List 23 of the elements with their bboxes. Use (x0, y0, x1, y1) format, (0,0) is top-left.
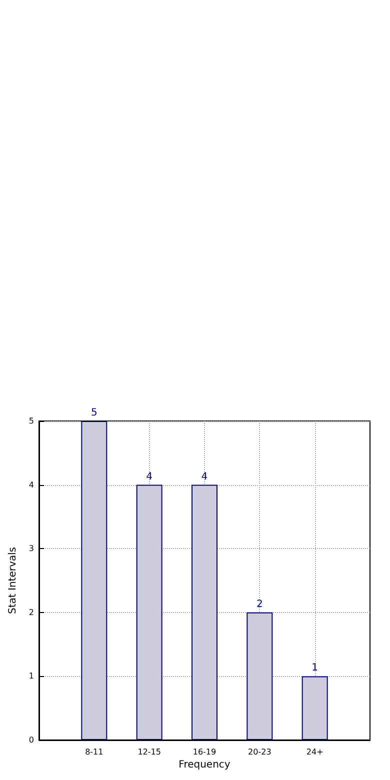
data-label: 4 (146, 471, 153, 482)
y-tick-label: 4 (28, 480, 34, 490)
data-label: 4 (201, 471, 208, 482)
y-axis-title: Stat Intervals (8, 546, 18, 614)
x-axis-title: Frequency (178, 760, 230, 770)
bar (302, 676, 328, 740)
y-tick-label: 5 (28, 416, 34, 426)
y-tick-label: 3 (28, 544, 34, 554)
data-label: 2 (256, 598, 263, 610)
data-label: 5 (90, 408, 98, 418)
x-tick-label: 8-11 (85, 748, 104, 756)
x-tick-label: 20-23 (248, 748, 272, 756)
bar (81, 421, 108, 740)
x-tick-label: 24+ (306, 748, 324, 756)
x-tick-label: 12-15 (138, 748, 161, 756)
bar (136, 484, 162, 740)
data-label: 1 (312, 662, 318, 674)
bar (191, 484, 218, 740)
y-tick-label: 1 (28, 672, 34, 681)
bar (246, 612, 273, 740)
y-tick-label: 0 (28, 736, 34, 744)
x-tick-label: 16-19 (192, 748, 216, 756)
y-tick-label: 2 (28, 608, 34, 617)
